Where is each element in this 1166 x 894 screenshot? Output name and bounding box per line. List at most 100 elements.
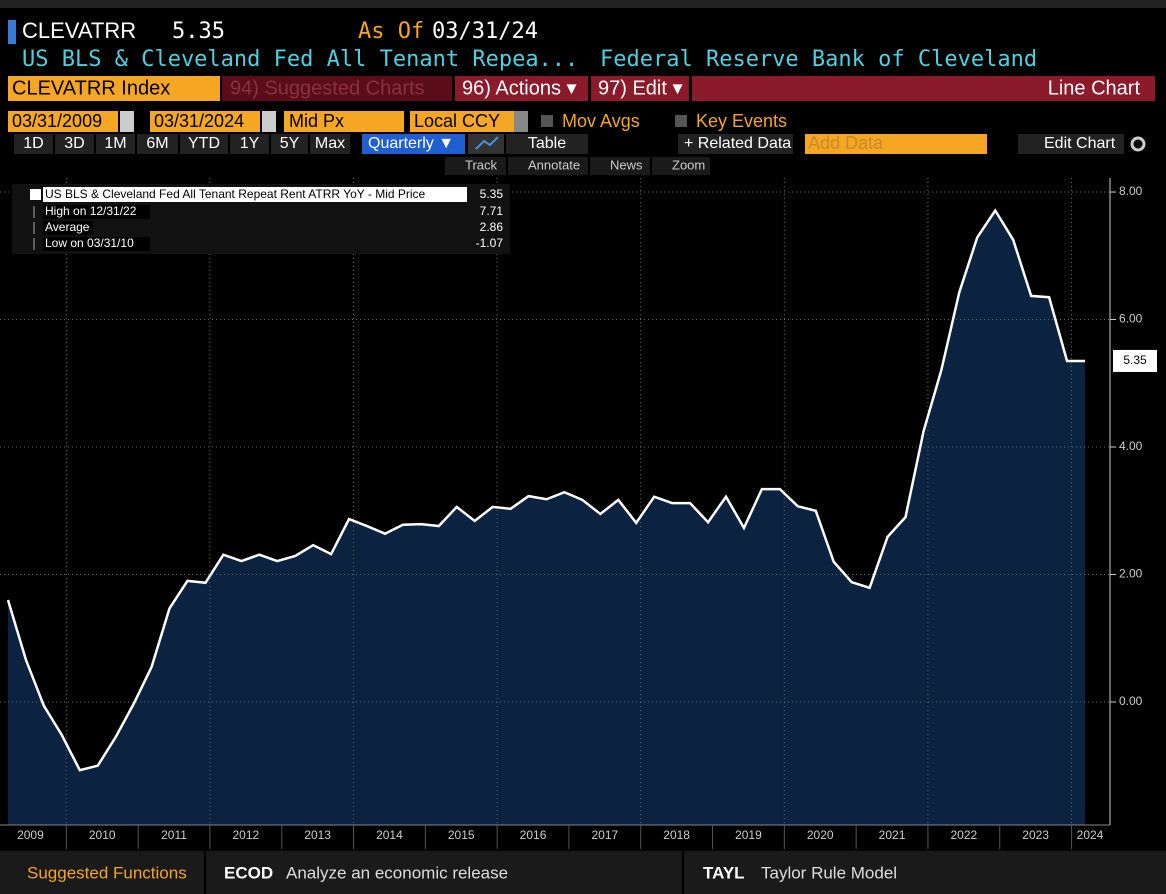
legend-row-label: Average xyxy=(45,220,90,234)
function-desc: Taylor Rule Model xyxy=(761,863,897,882)
last-price: 5.35 xyxy=(1123,353,1147,367)
title-strip xyxy=(0,0,1166,8)
line xyxy=(6,208,1085,772)
tool-text: Zoom xyxy=(672,157,705,172)
line-icon-btn[interactable] xyxy=(468,134,504,154)
related-btn[interactable] xyxy=(678,134,793,154)
add-data-field[interactable] xyxy=(805,134,987,154)
suggested-btn[interactable] xyxy=(222,76,452,101)
tool-text: Track xyxy=(465,157,498,172)
x-tick-label: 2015 xyxy=(448,828,475,842)
legend-row-value: 2.86 xyxy=(480,220,504,234)
footer-title: Suggested Functions xyxy=(27,863,187,882)
period-select[interactable] xyxy=(362,134,465,154)
x-tick-label: 2012 xyxy=(232,828,259,842)
range-btn[interactable] xyxy=(55,134,94,154)
start-date-text: 03/31/2009 xyxy=(12,111,102,131)
legend-swatch xyxy=(30,189,41,200)
legend-row-value: -1.07 xyxy=(476,236,504,250)
edit-chart-btn[interactable] xyxy=(1018,134,1124,154)
price: 5.35 xyxy=(172,19,225,44)
footer xyxy=(0,851,1166,894)
calendar-icon[interactable] xyxy=(120,111,134,132)
range-btn[interactable] xyxy=(271,134,308,154)
legend-row-label: High on 12/31/22 xyxy=(45,204,137,218)
field-select[interactable] xyxy=(284,111,404,132)
edit-btn[interactable] xyxy=(591,76,689,101)
x-tick-label: 2019 xyxy=(735,828,762,842)
x-tick-label: 2016 xyxy=(520,828,547,842)
legend-title-bg xyxy=(43,187,467,202)
legend-row-bg xyxy=(43,221,93,235)
tool-btn[interactable] xyxy=(652,157,710,175)
function-code[interactable]: TAYL xyxy=(703,863,745,882)
last-price-tag xyxy=(1113,349,1157,372)
tool-text: News xyxy=(610,157,643,172)
x-tick-label: 2009 xyxy=(17,828,44,842)
range-btn[interactable] xyxy=(180,134,228,154)
mov-avgs: Mov Avgs xyxy=(562,111,640,131)
table-btn[interactable] xyxy=(506,134,588,154)
security-field[interactable] xyxy=(8,76,220,101)
edit-chart-text: Edit Chart xyxy=(1044,135,1116,152)
range-text: YTD xyxy=(188,135,220,152)
line-icon xyxy=(475,136,499,150)
x-tick-label: 2010 xyxy=(89,828,116,842)
legend-row-label: Low on 03/31/10 xyxy=(45,236,134,250)
chart-type: Line Chart xyxy=(1048,77,1141,99)
dropdown[interactable] xyxy=(514,111,528,132)
range-btn[interactable] xyxy=(310,134,350,154)
chart-type-bar[interactable] xyxy=(692,76,1155,101)
range-text: 1M xyxy=(104,135,126,152)
x-tick-label: 2013 xyxy=(304,828,331,842)
source: Federal Reserve Bank of Cleveland xyxy=(600,47,1037,72)
tool-btn[interactable] xyxy=(508,157,588,175)
range-text: 1D xyxy=(23,135,43,152)
security-text: CLEVATRR Index xyxy=(12,77,170,99)
range-btn[interactable] xyxy=(96,134,135,154)
y-tick-label: 8.00 xyxy=(1119,184,1143,198)
legend-row-bg xyxy=(43,205,150,219)
end-date[interactable] xyxy=(150,111,260,132)
range-btn[interactable] xyxy=(14,134,53,154)
period-text: Quarterly ▼ xyxy=(368,135,454,152)
range-text: 5Y xyxy=(280,135,300,152)
related-text: + Related Data xyxy=(684,135,791,152)
calendar-icon[interactable] xyxy=(262,111,276,132)
tool-text: Annotate xyxy=(528,157,580,172)
range-btn[interactable] xyxy=(137,134,178,154)
x-tick-label: 2020 xyxy=(807,828,834,842)
legend-value: 5.35 xyxy=(480,187,504,201)
marker xyxy=(8,20,16,44)
legend-title: US BLS & Cleveland Fed All Tenant Repeat… xyxy=(45,187,426,201)
actions-btn[interactable] xyxy=(455,76,588,101)
table-text: Table xyxy=(528,135,566,152)
x-axis-strip xyxy=(0,825,1166,850)
range-btn[interactable] xyxy=(230,134,269,154)
tool-btn[interactable] xyxy=(445,157,506,175)
range-text: Max xyxy=(315,135,345,152)
security-name: US BLS & Cleveland Fed All Tenant Repea.… xyxy=(22,47,578,72)
x-tick-label: 2018 xyxy=(663,828,690,842)
function-code[interactable]: ECOD xyxy=(224,863,273,882)
currency-select[interactable] xyxy=(410,111,514,132)
checkbox[interactable] xyxy=(675,115,687,127)
x-tick-label: 2022 xyxy=(950,828,977,842)
suggested-text: 94) Suggested Charts xyxy=(230,77,425,99)
x-tick-label: 2017 xyxy=(591,828,618,842)
x-tick-label: 2014 xyxy=(376,828,403,842)
field-text: Mid Px xyxy=(289,111,344,131)
currency-text: Local CCY xyxy=(414,111,500,131)
x-tick-label: 2023 xyxy=(1022,828,1049,842)
start-date[interactable] xyxy=(8,111,118,132)
legend-row-value: 7.71 xyxy=(480,204,504,218)
checkbox[interactable] xyxy=(541,115,553,127)
settings-icon[interactable] xyxy=(1130,136,1146,152)
as-of-date: 03/31/24 xyxy=(432,19,538,44)
x-tick-label: 2011 xyxy=(161,828,187,842)
key-events: Key Events xyxy=(696,111,787,131)
y-tick-label: 0.00 xyxy=(1119,694,1143,708)
x-tick-label: 2024 xyxy=(1077,828,1104,842)
tool-btn[interactable] xyxy=(590,157,650,175)
